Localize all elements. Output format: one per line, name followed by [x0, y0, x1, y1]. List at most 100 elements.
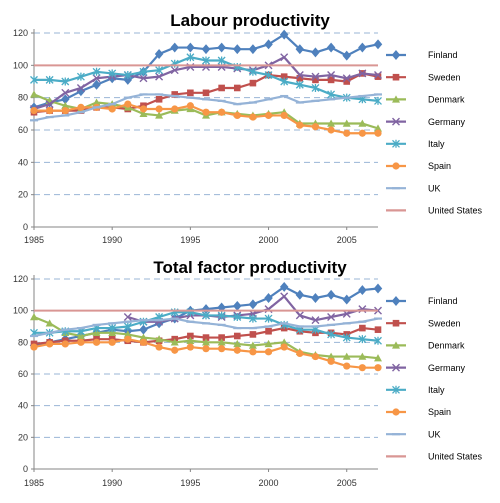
data-point: [327, 313, 336, 321]
legend-label: Finland: [428, 296, 458, 306]
data-point: [186, 343, 194, 351]
data-point: [342, 50, 351, 61]
legend-marker: [392, 95, 400, 103]
data-point: [233, 300, 242, 311]
data-point: [124, 335, 132, 343]
data-point: [327, 330, 336, 339]
data-point: [296, 74, 304, 82]
data-point: [77, 338, 85, 346]
data-point: [311, 352, 320, 361]
data-point: [202, 334, 210, 341]
legend-item: Denmark: [386, 341, 465, 351]
data-point: [155, 111, 164, 119]
data-point: [187, 89, 194, 97]
data-point: [170, 66, 179, 75]
data-point: [218, 84, 225, 92]
legend: Finland Sweden Denmark Germany Italy Spain UK U…: [386, 50, 483, 216]
data-point: [155, 105, 163, 113]
data-point: [311, 47, 320, 58]
x-tick-label: 2005: [337, 235, 357, 245]
data-point: [374, 73, 382, 80]
data-point: [343, 78, 351, 85]
data-point: [30, 313, 38, 321]
legend-marker: [392, 363, 400, 372]
data-point: [92, 98, 101, 106]
data-point: [312, 76, 319, 84]
legend-marker: [392, 73, 400, 81]
data-point: [92, 338, 101, 346]
data-point: [171, 346, 179, 354]
data-point: [280, 73, 288, 80]
legend-item: Germany: [386, 363, 466, 373]
data-point: [139, 105, 148, 113]
data-point: [123, 71, 132, 80]
data-point: [358, 129, 366, 137]
data-point: [358, 69, 367, 78]
data-point: [139, 324, 148, 335]
data-point: [327, 119, 336, 127]
data-point: [326, 42, 336, 53]
legend-item: Sweden: [386, 72, 461, 82]
legend-item: UK: [386, 429, 441, 439]
data-point: [342, 119, 351, 127]
data-point: [280, 338, 289, 346]
data-point: [30, 343, 38, 351]
data-point: [296, 121, 304, 129]
data-point: [248, 341, 257, 349]
x-tick-label: 1990: [102, 235, 122, 245]
y-tick-label: 20: [18, 190, 28, 200]
x-tick-label: 2000: [259, 235, 279, 245]
data-point: [342, 352, 351, 360]
series-spain: [30, 335, 382, 372]
data-point: [218, 108, 226, 116]
x-tick-label: 1985: [24, 478, 44, 488]
data-point: [155, 95, 163, 103]
data-point: [155, 343, 163, 351]
data-point: [326, 289, 336, 300]
data-point: [295, 311, 304, 320]
data-point: [374, 124, 382, 132]
data-point: [264, 71, 273, 80]
y-tick-label: 40: [18, 157, 28, 167]
data-point: [30, 90, 38, 98]
data-point: [108, 105, 116, 113]
legend-marker: [392, 319, 400, 327]
series-germany: [30, 53, 382, 113]
data-point: [186, 102, 194, 110]
data-point: [202, 56, 210, 65]
data-point: [342, 74, 351, 83]
data-point: [92, 79, 101, 90]
y-tick-label: 20: [18, 432, 28, 442]
data-point: [295, 80, 304, 89]
data-point: [248, 44, 258, 55]
legend-label: Italy: [428, 385, 445, 395]
legend-item: United States: [386, 206, 483, 216]
data-point: [201, 44, 211, 55]
data-point: [45, 75, 54, 84]
data-point: [296, 349, 304, 358]
data-point: [311, 83, 320, 92]
legend-label: Germany: [428, 363, 466, 373]
data-point: [46, 340, 54, 348]
legend-marker: [392, 385, 400, 394]
legend-label: Spain: [428, 161, 451, 171]
data-point: [186, 53, 195, 62]
chart-panel-1: 0 20 40 60 80 100 120 1985 1990 1995 2000 2005 Labou…: [13, 11, 483, 245]
data-point: [77, 103, 85, 111]
data-point: [264, 293, 273, 303]
y-tick-label: 120: [13, 28, 28, 38]
data-point: [123, 322, 132, 331]
data-point: [358, 352, 367, 360]
data-point: [249, 331, 257, 338]
data-point: [280, 77, 289, 86]
data-point: [217, 42, 226, 53]
x-tick-label: 2000: [259, 478, 279, 488]
data-point: [358, 364, 366, 372]
data-point: [233, 84, 241, 92]
data-point: [61, 340, 69, 348]
legend-marker: [392, 139, 400, 148]
series-uk: [30, 317, 382, 338]
data-point: [265, 327, 272, 335]
data-point: [217, 311, 226, 320]
